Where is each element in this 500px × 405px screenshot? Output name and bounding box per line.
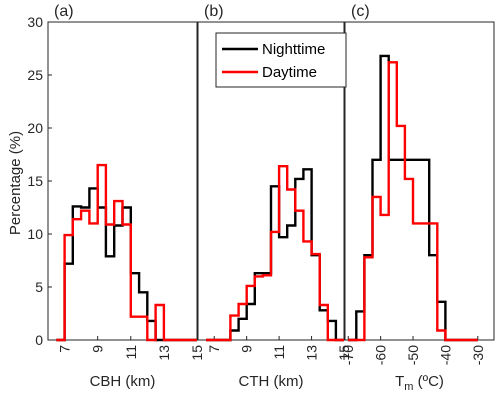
legend-box	[215, 32, 347, 88]
y-tick-label: 15	[27, 173, 43, 189]
y-tick-label: 0	[35, 332, 43, 348]
x-axis-label: CTH (km)	[239, 373, 304, 390]
panel-label: (a)	[54, 3, 74, 20]
legend-label-nighttime: Nighttime	[262, 41, 325, 58]
x-tick-label: -70	[340, 345, 356, 365]
y-tick-label: 25	[27, 67, 43, 83]
legend-label-daytime: Daytime	[262, 64, 317, 81]
x-axis-label: Tm (ºC)	[395, 373, 444, 393]
x-axis-label-subscript: m	[404, 381, 413, 393]
y-tick-label: 5	[35, 279, 43, 295]
x-tick-label: -50	[405, 345, 421, 365]
series-daytime-line	[56, 163, 197, 342]
panel-label: (b)	[204, 3, 224, 20]
series-nighttime-line	[206, 168, 344, 342]
panels-layer: (a) 0 5 10 15 20 25 30 7 9 11 13 15 CBH (km) (b) 7 9 11 13…	[27, 3, 495, 393]
x-tick-label: -40	[437, 345, 453, 365]
panel-2: (b) 7 9 11 13 15 CTH (km)	[197, 3, 352, 390]
x-tick-label: -30	[470, 345, 486, 365]
x-tick-label: 15	[189, 345, 205, 361]
panel-frame	[344, 21, 495, 341]
panel-1: (a) 0 5 10 15 20 25 30 7 9 11 13 15 CBH (km)	[27, 3, 205, 390]
x-tick-label: 7	[57, 345, 73, 353]
legend: Nighttime Daytime	[215, 32, 347, 88]
y-axis-label: Percentage (%)	[7, 131, 24, 235]
panel-label: (c)	[351, 3, 370, 20]
panel-3: (c) -70 -60 -50 -40 -30 Tm (ºC)	[340, 3, 495, 393]
x-tick-label: 13	[304, 345, 320, 361]
series-daytime-line	[206, 165, 344, 342]
y-tick-label: 10	[27, 226, 43, 242]
x-tick-label: 7	[206, 345, 222, 353]
series-daytime-line	[348, 61, 478, 342]
x-axis-label-units: (ºC)	[413, 373, 443, 390]
panel-frame	[197, 21, 345, 341]
y-tick-label: 20	[27, 120, 43, 136]
x-tick-label: 11	[271, 345, 287, 360]
x-tick-label: -60	[373, 345, 389, 365]
x-tick-label: 13	[156, 345, 172, 361]
x-tick-label: 9	[239, 345, 255, 353]
x-tick-label: 15	[336, 345, 352, 361]
x-axis-label: CBH (km)	[90, 373, 156, 390]
y-tick-label: 30	[27, 14, 43, 30]
series-nighttime-line	[56, 187, 197, 342]
x-tick-label: 11	[123, 345, 139, 360]
x-tick-label: 9	[90, 345, 106, 353]
panel-frame	[47, 21, 198, 341]
